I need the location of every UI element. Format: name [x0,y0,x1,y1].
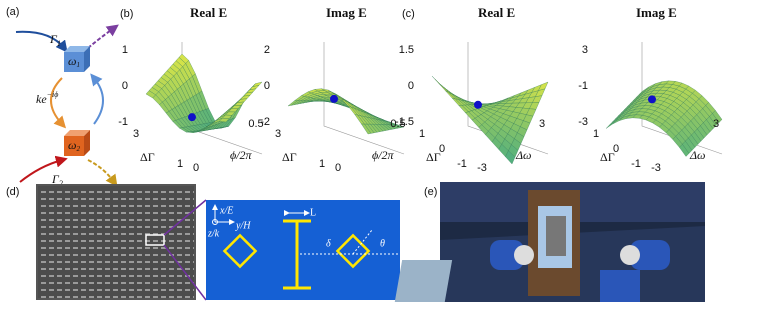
y-tick-label: 0 [613,143,619,155]
exceptional-point [188,113,196,122]
dimension-label: δ [326,238,331,249]
z-tick-label: 0 [264,80,270,92]
surface-patch [287,100,299,107]
surface-patch [438,83,449,93]
setup-photo [394,182,705,302]
y-axis-label: ΔΓ [426,150,441,164]
z-tick-label: 3 [582,44,588,56]
y-tick-label: 1 [177,158,183,170]
y-axis-label: ΔΓ [140,150,155,164]
z-tick-label: -1.5 [395,116,414,128]
plot-title: Imag E [326,5,367,20]
arrow [90,73,104,125]
sample-photo [36,184,196,300]
surface-patch [145,90,156,99]
omega-label: ω1 [68,54,80,69]
z-tick-label: 0 [122,80,128,92]
y-tick-label: 1 [319,158,325,170]
arrow [50,77,67,129]
z-tick-label: 2 [264,44,270,56]
panel-label: (c) [402,8,415,20]
y-axis-label: ΔΓ [600,150,615,164]
axis-label: x/E [219,205,233,216]
x-tick-label: 0.5 [248,118,263,130]
surface-patch [431,75,442,86]
y-tick-label: -1 [631,158,641,170]
exceptional-point [330,94,338,103]
panel-label: (d) [6,186,19,198]
x-tick-label: 3 [713,118,719,130]
z-tick-label: 0 [408,80,414,92]
x-axis-label: Δω [689,148,706,162]
z-tick-label: -2 [260,116,270,128]
exceptional-point [474,100,482,109]
exceptional-point [648,95,656,104]
axis-label: y/H [235,220,251,231]
panel-label: (e) [424,186,437,198]
plot-title: Imag E [636,5,677,20]
x-axis-label: ϕ/2π [230,148,253,162]
zoom-line [163,199,207,236]
y-tick-label: 0 [439,143,445,155]
z-tick-label: 1.5 [399,44,414,56]
plot-title: Real E [190,5,227,20]
x-tick-label: -3 [651,162,661,174]
gamma-label: Γ2 [51,172,63,188]
cube [64,46,90,72]
y-axis-label: ΔΓ [282,150,297,164]
arrow [87,24,119,49]
axis-box [323,42,405,155]
dimension-label: L [310,207,316,218]
axis-label: z/k [207,228,220,239]
panel-label: (b) [120,8,133,20]
x-tick-label: 0 [335,162,341,174]
unit-cell [206,200,400,300]
angle-label: θ [380,238,385,249]
x-axis-label: Δω [515,148,532,162]
panel-label: (a) [6,6,19,18]
z-tick-label: 1 [122,44,128,56]
z-tick-label: -1 [578,80,588,92]
y-tick-label: -1 [457,158,467,170]
omega-label: ω2 [68,138,80,153]
x-tick-label: 0 [193,162,199,174]
plot-title: Real E [478,5,515,20]
y-tick-label: 1 [419,128,425,140]
gamma-label: Γ1 [49,32,61,48]
x-tick-label: 0.5 [390,118,405,130]
x-axis-label: ϕ/2π [372,148,395,162]
y-tick-label: 1 [593,128,599,140]
arrow [19,155,68,183]
y-tick-label: 3 [133,128,139,140]
x-tick-label: -3 [477,162,487,174]
coupling-label: ke−iϕ [36,90,58,106]
y-tick-label: 3 [275,128,281,140]
arrow [87,159,118,187]
surface-patch [605,120,616,129]
z-tick-label: -1 [118,116,128,128]
z-tick-label: -3 [578,116,588,128]
x-tick-label: 3 [539,118,545,130]
zoom-line [163,244,207,301]
arrow [15,30,68,53]
axis-box [467,42,549,155]
cube [64,130,90,156]
